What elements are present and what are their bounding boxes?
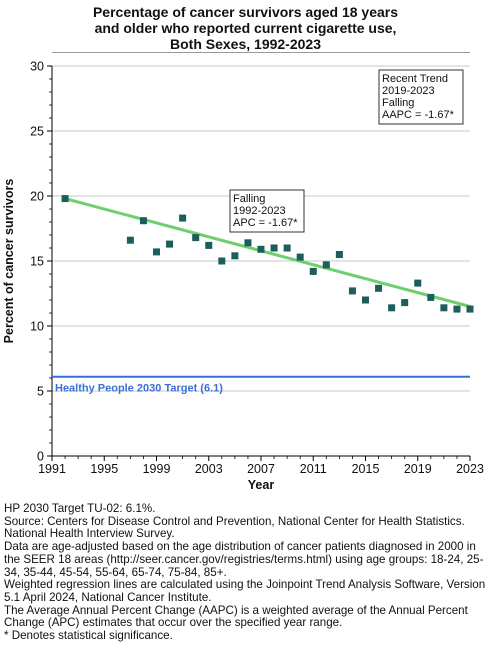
data-point-2013 <box>335 251 343 258</box>
annotation-apc-line-3: APC = -1.67* <box>233 217 298 229</box>
footnote-aapc: The Average Annual Percent Change (AAPC)… <box>4 603 468 630</box>
annotation-recent-trend-line-3: Falling <box>382 97 414 109</box>
data-point-2016 <box>375 284 383 292</box>
data-point-2022 <box>453 305 461 313</box>
x-tick-label-1999: 1999 <box>143 462 171 476</box>
target-line-label: Healthy People 2030 Target (6.1) <box>55 383 223 395</box>
x-tick-label-2011: 2011 <box>300 462 327 476</box>
data-point-2000 <box>166 240 174 248</box>
y-tick-label-10: 10 <box>30 320 44 334</box>
x-tick-label-1991: 1991 <box>38 462 66 476</box>
data-point-2018 <box>401 299 409 307</box>
footnote-source: Source: Centers for Disease Control and … <box>4 514 465 541</box>
annotation-recent-trend-line-2: 2019-2023 <box>382 85 435 97</box>
data-point-2003 <box>205 241 213 249</box>
footnote-significance: * Denotes statistical significance. <box>4 629 173 643</box>
footnote-age-adjust: Data are age-adjusted based on the age d… <box>4 540 484 579</box>
x-tick-label-2023: 2023 <box>456 462 484 476</box>
data-point-2015 <box>362 296 369 304</box>
data-point-2008 <box>270 244 278 252</box>
data-point-2010 <box>296 253 304 261</box>
annotation-recent-trend-line-4: AAPC = -1.67* <box>382 109 455 121</box>
data-point-2021 <box>440 304 448 312</box>
data-point-2001 <box>179 214 187 222</box>
x-tick-label-2015: 2015 <box>352 462 380 476</box>
footnotes: HP 2030 Target TU-02: 6.1%. Source: Cent… <box>4 502 488 643</box>
data-point-2005 <box>231 252 239 260</box>
y-axis-title: Percent of cancer survivors <box>2 179 16 344</box>
y-tick-label-25: 25 <box>30 125 44 139</box>
footnote-regression: Weighted regression lines are calculated… <box>4 578 486 604</box>
trend-line <box>63 197 472 308</box>
data-point-2006 <box>244 239 252 247</box>
data-point-2002 <box>192 234 200 242</box>
y-tick-label-5: 5 <box>37 385 44 399</box>
chart-svg: 0 5 10 15 20 25 30 1991 1995 1999 2003 2007 2011 2015… <box>2 60 484 493</box>
x-tick-label-2007: 2007 <box>247 462 275 476</box>
title-line-1: Percentage of cancer survivors aged 18 y… <box>92 4 399 20</box>
annotation-recent-trend-box <box>378 69 464 125</box>
chart-title: Percentage of cancer survivors aged 18 y… <box>0 4 491 52</box>
y-tick-label-15: 15 <box>30 255 44 269</box>
title-line-3: Both Sexes, 1992-2023 <box>170 36 321 52</box>
data-point-2012 <box>322 261 330 269</box>
data-point-2014 <box>348 287 356 295</box>
data-point-2007 <box>257 245 265 253</box>
data-point-2019 <box>414 279 422 287</box>
data-point-2023 <box>466 305 474 313</box>
y-tick-label-20: 20 <box>30 190 44 204</box>
footnote-target: HP 2030 Target TU-02: 6.1%. <box>4 502 156 515</box>
title-divider <box>52 52 470 53</box>
annotation-apc-box <box>229 189 305 233</box>
annotation-apc-line-1: Falling <box>233 193 265 205</box>
data-point-1999 <box>153 248 160 256</box>
data-point-2020 <box>427 293 435 301</box>
data-point-2009 <box>283 244 291 252</box>
data-point-1997 <box>126 236 134 244</box>
title-line-2: and older who reported current cigarette… <box>94 20 397 36</box>
y-tick-label-0: 0 <box>37 450 44 464</box>
data-point-1992 <box>61 195 69 203</box>
data-point-2017 <box>388 304 396 312</box>
data-point-2011 <box>309 267 317 275</box>
data-point-1998 <box>139 217 147 225</box>
annotation-apc-line-2: 1992-2023 <box>233 205 286 217</box>
x-tick-label-1995: 1995 <box>90 462 118 476</box>
x-tick-label-2003: 2003 <box>195 462 223 476</box>
y-tick-label-30: 30 <box>30 60 44 74</box>
annotation-recent-trend-line-1: Recent Trend <box>382 73 448 85</box>
data-point-2004 <box>218 257 226 265</box>
x-tick-label-2019: 2019 <box>404 462 432 476</box>
x-axis-title: Year <box>248 478 275 492</box>
